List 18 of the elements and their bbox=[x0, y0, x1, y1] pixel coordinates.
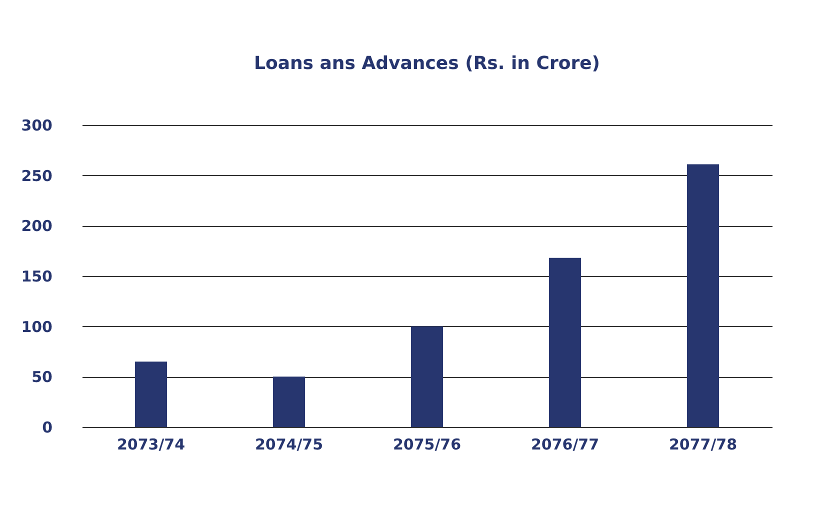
x-tick-label: 2073/74 bbox=[116, 436, 186, 454]
y-tick-label: 150 bbox=[21, 268, 52, 286]
x-tick-label: 2075/76 bbox=[392, 436, 462, 454]
chart-title: Loans ans Advances (Rs. in Crore) bbox=[254, 53, 600, 74]
x-tick-label: 2076/77 bbox=[530, 436, 600, 454]
bar bbox=[687, 164, 719, 427]
y-tick-label: 100 bbox=[21, 318, 52, 336]
x-tick-label: 2074/75 bbox=[254, 436, 324, 454]
bar bbox=[273, 376, 305, 427]
y-tick-label: 50 bbox=[32, 368, 52, 386]
y-tick-label: 250 bbox=[21, 166, 52, 185]
y-tick-label: 0 bbox=[42, 418, 52, 436]
y-tick-label: 300 bbox=[21, 116, 52, 134]
bar bbox=[411, 326, 443, 427]
bar bbox=[549, 258, 581, 427]
x-tick-label: 2077/78 bbox=[668, 436, 738, 454]
bar bbox=[135, 362, 167, 427]
y-tick-label: 200 bbox=[21, 217, 52, 236]
